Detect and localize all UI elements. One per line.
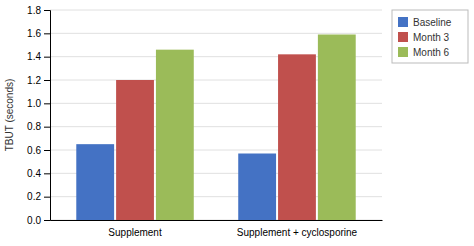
y-tick-mark	[44, 33, 50, 34]
y-tick-mark	[44, 80, 50, 81]
y-tick: 0.0	[27, 215, 50, 226]
legend-swatch	[398, 32, 408, 42]
grid-line	[50, 10, 382, 11]
y-tick-label: 0.0	[27, 215, 41, 226]
y-tick: 0.6	[27, 145, 50, 156]
x-axis: Supplement Supplement + cyclosporine	[51, 221, 383, 239]
bar-series	[156, 35, 356, 221]
legend-label: Baseline	[413, 17, 452, 28]
y-tick-mark	[44, 220, 50, 221]
y-tick-mark	[44, 150, 50, 151]
grid-line	[50, 33, 382, 34]
legend-item: Baseline	[398, 17, 452, 28]
legend-item: Month 3	[398, 32, 450, 43]
y-axis-line	[44, 11, 51, 221]
plot: 0.0 0.2 0.4 0.6 0.8 1.0 1.2 1.4 1.6 1.8 Supplement…	[27, 5, 382, 238]
y-tick: 1.0	[27, 98, 50, 109]
y-tick: 1.8	[27, 5, 50, 16]
y-axis: 0.0 0.2 0.4 0.6 0.8 1.0 1.2 1.4 1.6 1.8	[27, 5, 50, 226]
y-tick-label: 1.0	[27, 98, 41, 109]
y-tick: 1.4	[27, 51, 50, 62]
bar	[116, 80, 154, 220]
y-tick-mark	[44, 57, 50, 58]
y-tick-mark	[44, 103, 50, 104]
y-tick: 1.6	[27, 28, 50, 39]
legend-frame	[392, 10, 468, 63]
x-tick-label: Supplement	[108, 227, 162, 238]
y-tick-label: 0.8	[27, 121, 41, 132]
legend: Baseline Month 3 Month 6	[392, 10, 468, 63]
y-tick-label: 0.2	[27, 191, 41, 202]
y-tick-label: 1.8	[27, 5, 41, 16]
legend-item: Month 6	[398, 47, 450, 58]
legend-swatch	[398, 17, 408, 27]
y-tick-label: 1.4	[27, 51, 41, 62]
y-tick-mark	[44, 173, 50, 174]
bar	[278, 54, 316, 220]
chart-container: 0.0 0.2 0.4 0.6 0.8 1.0 1.2 1.4 1.6 1.8 Supplement…	[0, 0, 474, 246]
bar	[76, 144, 114, 220]
chart: 0.0 0.2 0.4 0.6 0.8 1.0 1.2 1.4 1.6 1.8 Supplement…	[0, 0, 474, 246]
bar	[238, 154, 276, 221]
legend-swatch	[398, 47, 408, 57]
x-tick: Supplement + cyclosporine	[237, 227, 358, 238]
y-tick: 0.8	[27, 121, 50, 132]
y-tick-mark	[44, 197, 50, 198]
y-tick-label: 1.6	[27, 28, 41, 39]
y-axis-title: TBUT (seconds)	[4, 79, 15, 152]
x-tick: Supplement	[108, 227, 162, 238]
y-tick-mark	[44, 10, 50, 11]
bars	[76, 35, 355, 221]
bar	[156, 50, 194, 220]
legend-label: Month 3	[413, 32, 450, 43]
bar	[318, 35, 356, 221]
y-tick-label: 0.4	[27, 168, 41, 179]
y-tick: 1.2	[27, 75, 50, 86]
x-axis-line	[51, 220, 383, 221]
grid	[50, 10, 382, 220]
y-tick-label: 1.2	[27, 75, 41, 86]
y-tick-label: 0.6	[27, 145, 41, 156]
bar-series	[116, 54, 316, 220]
legend-label: Month 6	[413, 47, 450, 58]
y-tick: 0.2	[27, 191, 50, 202]
y-tick: 0.4	[27, 168, 50, 179]
y-tick-mark	[44, 127, 50, 128]
x-tick-label: Supplement + cyclosporine	[237, 227, 358, 238]
